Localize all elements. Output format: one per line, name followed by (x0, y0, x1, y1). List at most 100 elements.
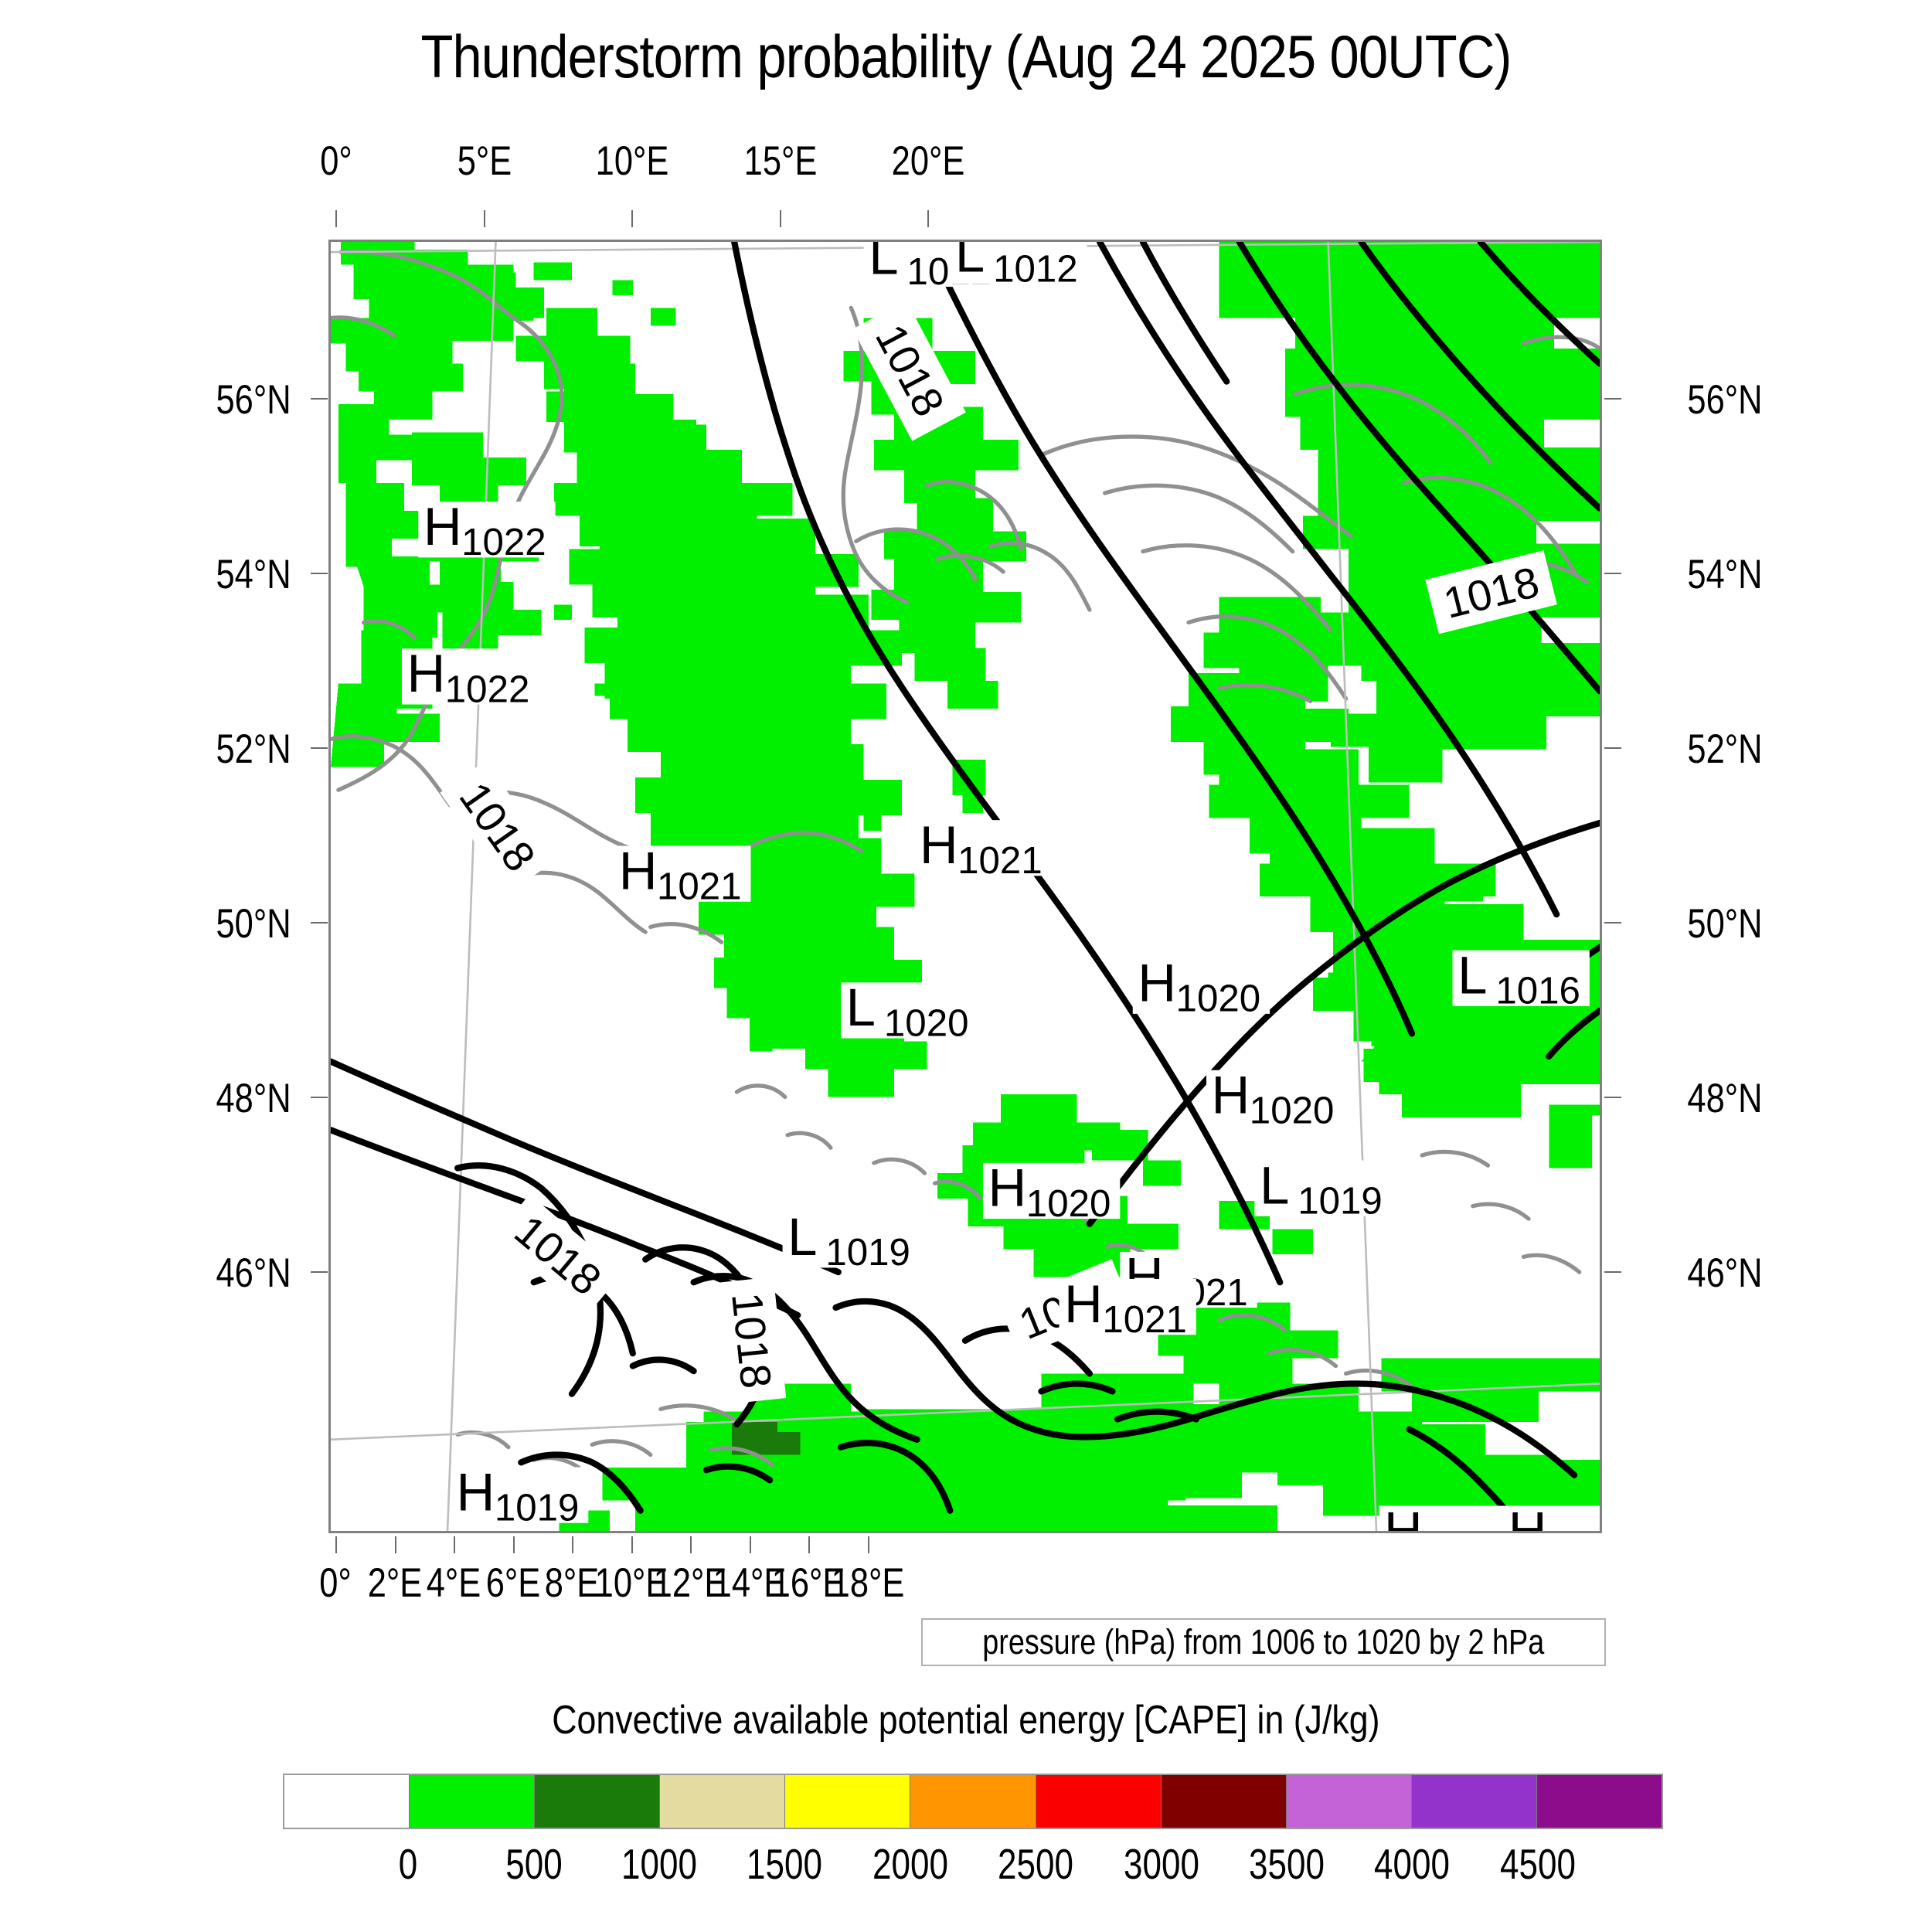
svg-text:L: L (955, 242, 985, 283)
colorbar-swatch-6[interactable] (1036, 1775, 1162, 1828)
lat-tick-right-5 (1604, 1271, 1621, 1273)
svg-text:H: H (619, 841, 658, 900)
lat-label-right-1: 54°N (1687, 552, 1763, 597)
svg-text:1019: 1019 (495, 1486, 580, 1529)
lat-label-right-3: 50°N (1687, 901, 1763, 947)
lat-label-right-4: 48°N (1687, 1076, 1763, 1121)
lat-tick-left-4 (311, 1097, 328, 1098)
lat-label-right-5: 46°N (1687, 1250, 1763, 1296)
colorbar-tick-labels: 0 500 1000 1500 2000 2500 3000 3500 4000 4500 (283, 1839, 1663, 1893)
svg-text:1020: 1020 (1176, 978, 1261, 1020)
lon-label-top-2: 10°E (595, 138, 669, 184)
svg-text:1019: 1019 (1298, 1179, 1383, 1222)
lat-tick-left-5 (311, 1271, 328, 1273)
lon-tick-bottom-8 (808, 1536, 811, 1553)
svg-text:H: H (1384, 1501, 1423, 1531)
pressure-legend-box: pressure (hPa) from 1006 to 1020 by 2 hP… (921, 1618, 1606, 1666)
svg-text:H: H (1138, 953, 1176, 1012)
lat-tick-right-4 (1604, 1097, 1621, 1098)
lon-tick-bottom-6 (690, 1536, 692, 1553)
lat-tick-right-0 (1604, 398, 1621, 400)
colorbar-swatch-5[interactable] (910, 1775, 1036, 1828)
svg-text:1019: 1019 (1422, 1525, 1507, 1531)
lon-label-bottom-5: 10°E (594, 1560, 668, 1606)
lat-tick-right-2 (1604, 747, 1621, 749)
lon-tick-bottom-2 (454, 1536, 456, 1553)
colorbar-swatch-1[interactable] (410, 1775, 536, 1828)
svg-text:L: L (869, 242, 898, 286)
lon-label-top-1: 5°E (457, 138, 512, 184)
pressure-extrema-labels: L1012L1012H1022L1020H1022H1021H1021L1016… (401, 242, 1600, 1531)
colorbar-swatch-10[interactable] (1536, 1775, 1662, 1828)
svg-text:1018: 1018 (723, 1290, 781, 1390)
lon-label-top-4: 20°E (891, 138, 965, 184)
lon-label-bottom-1: 2°E (367, 1560, 422, 1606)
lon-tick-top-4 (927, 210, 929, 227)
map-plot-area[interactable]: 1018 1018 1018 1018 1018 (328, 240, 1602, 1533)
lon-tick-bottom-4 (572, 1536, 574, 1553)
pressure-extremum-low-13: L 1019 (1254, 1155, 1392, 1222)
colorbar-tick-4000: 4000 (1374, 1840, 1451, 1888)
colorbar-swatch-9[interactable] (1411, 1775, 1537, 1828)
svg-text:1012: 1012 (993, 248, 1078, 291)
colorbar-tick-4500: 4500 (1499, 1840, 1576, 1888)
svg-text:H: H (457, 1462, 495, 1522)
pressure-extremum-high-4: H 1022 (401, 644, 539, 710)
pressure-extremum-high-5: H 1021 (614, 841, 751, 907)
svg-text:1019: 1019 (1546, 1525, 1600, 1531)
lat-tick-left-1 (311, 573, 328, 574)
colorbar-tick-3500: 3500 (1248, 1840, 1325, 1888)
svg-text:L: L (1458, 945, 1487, 1005)
lon-label-bottom-8: 16°E (772, 1560, 845, 1606)
lat-label-right-2: 52°N (1687, 726, 1763, 772)
pressure-extremum-high-9: H 1020 (1132, 953, 1270, 1020)
lat-label-left-3: 50°N (216, 901, 291, 947)
pressure-legend-text: pressure (hPa) from 1006 to 1020 by 2 hP… (982, 1622, 1545, 1662)
lon-label-bottom-6: 12°E (653, 1560, 727, 1606)
svg-text:1019: 1019 (825, 1231, 910, 1274)
svg-text:H: H (423, 497, 462, 556)
colorbar-swatch-2[interactable] (535, 1775, 661, 1828)
pressure-extremum-low-11: L (1592, 1111, 1600, 1172)
lat-label-left-4: 48°N (216, 1076, 291, 1121)
lon-tick-top-1 (484, 210, 485, 227)
lon-label-bottom-9: 18°E (831, 1560, 905, 1606)
svg-text:1016: 1016 (1495, 970, 1580, 1012)
lon-tick-bottom-0 (335, 1536, 337, 1553)
colorbar-tick-1500: 1500 (747, 1840, 823, 1888)
colorbar-swatch-3[interactable] (660, 1775, 786, 1828)
svg-text:H: H (1064, 1274, 1103, 1334)
svg-text:1021: 1021 (657, 865, 742, 907)
lat-tick-right-3 (1604, 922, 1621, 923)
svg-text:1022: 1022 (445, 668, 530, 710)
colorbar-swatch-8[interactable] (1286, 1775, 1412, 1828)
svg-text:H: H (920, 815, 958, 875)
lat-tick-right-1 (1604, 573, 1621, 574)
pressure-extremum-low-8: L 1020 (841, 978, 978, 1044)
pressure-extremum-high-6: H 1021 (914, 815, 1052, 882)
lat-tick-left-3 (311, 922, 328, 923)
colorbar[interactable] (283, 1774, 1663, 1829)
lat-tick-left-2 (311, 747, 328, 749)
colorbar-tick-2000: 2000 (872, 1840, 948, 1888)
svg-text:L: L (1260, 1155, 1289, 1215)
svg-text:1020: 1020 (884, 1002, 969, 1044)
pressure-extremum-high-2: H 1022 (418, 497, 556, 563)
map-svg: 1018 1018 1018 1018 1018 (331, 242, 1600, 1531)
svg-text:1020: 1020 (1250, 1090, 1335, 1132)
lon-tick-bottom-9 (867, 1536, 869, 1553)
cape-shading-dark (731, 1421, 801, 1455)
lon-tick-bottom-1 (394, 1536, 396, 1553)
pressure-extremum-high-17: H 1019 (451, 1462, 589, 1529)
lon-label-bottom-7: 14°E (713, 1560, 787, 1606)
pressure-extremum-high-16: H 1021 (1059, 1274, 1196, 1341)
colorbar-swatch-4[interactable] (785, 1775, 911, 1828)
page-title: Thunderstorm probability (Aug 24 2025 00… (420, 22, 1512, 90)
colorbar-swatch-7[interactable] (1161, 1775, 1287, 1828)
pressure-extremum-low-1: L 1012 (950, 242, 1087, 290)
lat-label-left-5: 46°N (216, 1250, 291, 1296)
lon-tick-top-0 (335, 210, 337, 227)
colorbar-swatch-0[interactable] (284, 1775, 410, 1828)
